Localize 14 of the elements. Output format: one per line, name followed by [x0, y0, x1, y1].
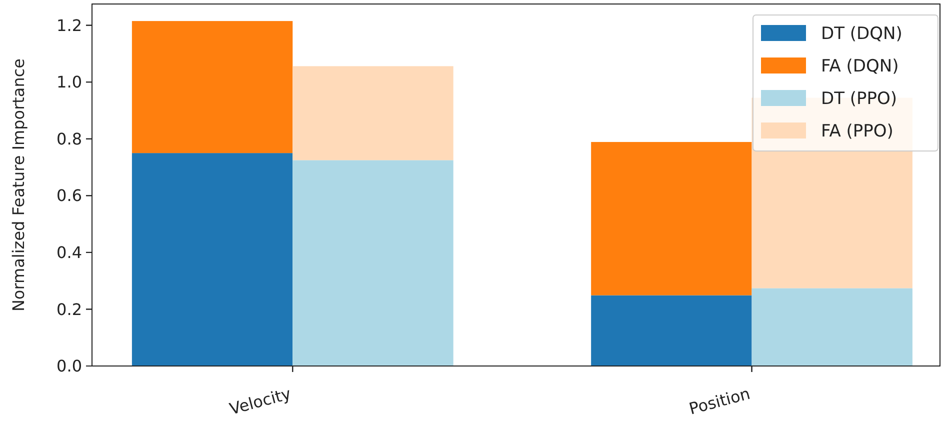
y-tick-label: 1.2 — [56, 16, 82, 35]
y-axis-title: Normalized Feature Importance — [9, 58, 28, 312]
y-tick-label: 0.6 — [56, 186, 82, 206]
x-tick-label: Velocity — [227, 384, 293, 418]
legend-label: FA (PPO) — [821, 121, 894, 142]
legend-label: DT (PPO) — [821, 88, 898, 109]
legend-label: DT (DQN) — [821, 24, 902, 44]
y-tick-label: 0.0 — [56, 356, 82, 376]
y-tick-label: 1.0 — [56, 72, 82, 92]
y-tick-label: 0.8 — [56, 129, 82, 148]
legend-label: FA (DQN) — [821, 56, 899, 76]
x-tick-label: Position — [687, 384, 752, 418]
y-tick-label: 0.4 — [56, 243, 82, 262]
y-tick-label: 0.2 — [56, 300, 82, 319]
